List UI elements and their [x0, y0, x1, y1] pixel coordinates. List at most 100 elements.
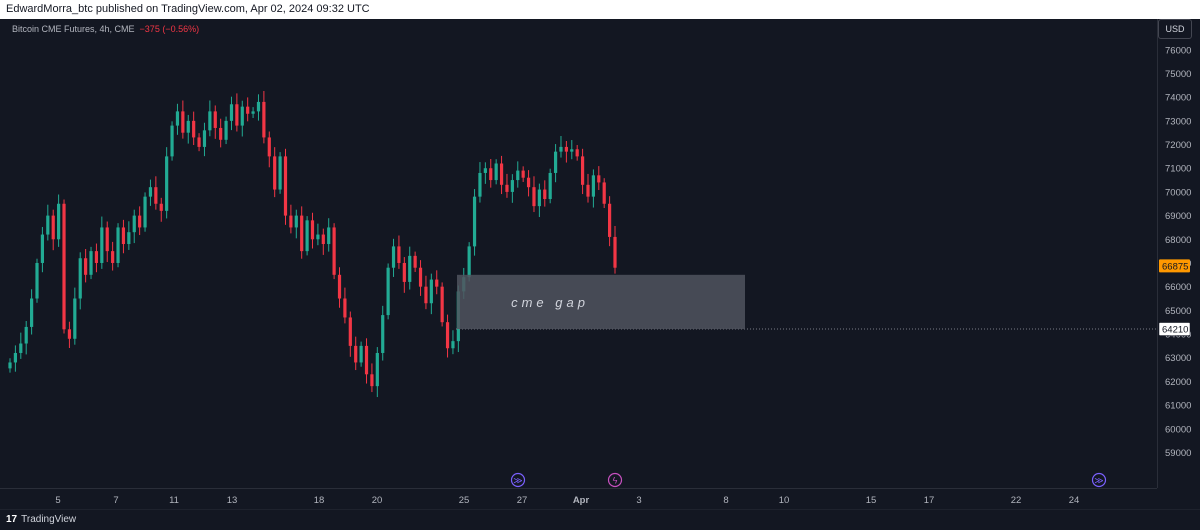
candle-body	[532, 187, 536, 207]
candle	[111, 241, 115, 271]
candle-body	[224, 120, 228, 140]
candle-body	[46, 215, 50, 235]
candle	[370, 363, 374, 393]
candle	[30, 289, 34, 335]
candle-body	[62, 203, 66, 330]
candle	[332, 223, 336, 280]
candle-body	[364, 345, 369, 375]
candle	[521, 166, 525, 182]
event-marker-icon: ϟ	[607, 472, 623, 488]
time-tick-label: 22	[1011, 495, 1022, 506]
footer: 17 TradingView	[0, 509, 1200, 530]
candle-body	[381, 315, 385, 353]
candle	[62, 199, 66, 334]
candle	[13, 345, 18, 372]
time-tick-label: 15	[866, 495, 877, 506]
candle-body	[548, 172, 552, 200]
candle-body	[116, 227, 120, 263]
candle-body	[181, 111, 185, 133]
candle	[24, 321, 28, 355]
candle	[294, 209, 298, 239]
candle	[510, 174, 514, 203]
candle-body	[510, 180, 514, 192]
candle	[121, 219, 126, 254]
candle	[418, 260, 423, 296]
candle-body	[424, 286, 428, 304]
candle-body	[418, 267, 423, 287]
candle	[219, 118, 223, 148]
currency-button[interactable]: USD	[1158, 19, 1192, 39]
candle	[575, 145, 579, 161]
candle	[548, 168, 552, 204]
candle-body	[143, 196, 147, 228]
time-scale[interactable]: 5 7 11 13 18 20 25 27 Apr 3 8 10 15 17 22 24	[0, 488, 1157, 509]
candle-body	[521, 170, 525, 178]
legend-change: −375 (−0.56%)	[139, 24, 200, 34]
candle	[602, 178, 606, 209]
candle-body	[289, 215, 293, 228]
candle-body	[591, 175, 595, 197]
candle	[251, 107, 255, 119]
candle	[375, 347, 379, 398]
time-tick-label: 3	[636, 495, 641, 506]
candle	[489, 158, 493, 188]
price-tick-label: 72000	[1165, 140, 1191, 151]
candle	[159, 197, 163, 222]
candle	[321, 228, 325, 255]
candle	[343, 287, 347, 324]
candle	[402, 257, 406, 293]
candle-body	[580, 156, 585, 185]
event-marker-icon: ≫	[510, 472, 526, 488]
candle-body	[100, 227, 104, 263]
tradingview-logo-icon[interactable]: 17	[6, 514, 18, 525]
candle-body	[94, 251, 99, 263]
price-tick-label: 69000	[1165, 211, 1191, 222]
candle-body	[494, 163, 498, 181]
candle-body	[397, 246, 401, 263]
candle-body	[213, 111, 217, 128]
price-tick-label: 71000	[1165, 164, 1191, 175]
candle	[429, 273, 433, 315]
candle	[100, 216, 104, 269]
candle-body	[483, 168, 487, 173]
candle	[591, 169, 595, 208]
time-axis: 5 7 11 13 18 20 25 27 Apr 3 8 10 15 17 22 24	[55, 495, 1079, 506]
event-marker-glyph: ≫	[513, 476, 522, 486]
candle-body	[445, 322, 450, 349]
candle	[186, 114, 190, 144]
price-tick-label: 65000	[1165, 306, 1191, 317]
candle	[553, 144, 558, 183]
candle-body	[300, 215, 304, 252]
candle-body	[337, 274, 342, 299]
candle-body	[370, 374, 374, 387]
candle-body	[67, 329, 72, 339]
candle	[73, 287, 77, 345]
price-tick-label: 60000	[1165, 424, 1191, 435]
publisher-text: EdwardMorra_btc published on TradingView…	[6, 3, 370, 15]
candle	[537, 183, 541, 218]
candle	[35, 258, 39, 303]
candle	[526, 170, 531, 197]
candle	[267, 131, 271, 168]
chart-area[interactable]: cme gap ≫ ϟ ≫	[0, 19, 1157, 488]
candle	[499, 155, 504, 195]
footer-brand[interactable]: TradingView	[21, 514, 77, 525]
candle-body	[78, 258, 82, 299]
candle	[310, 212, 315, 249]
candle	[273, 147, 277, 198]
candle	[51, 209, 55, 251]
candle-body	[305, 220, 309, 252]
candle	[359, 341, 363, 367]
candle-body	[138, 215, 142, 228]
candle	[165, 147, 169, 219]
candle-body	[386, 267, 390, 316]
candle-body	[354, 345, 358, 363]
candle-body	[186, 120, 190, 133]
candle-body	[575, 149, 579, 157]
price-scale[interactable]: 5900060000610006200063000640006500066000…	[1157, 19, 1200, 488]
candle-body	[40, 234, 45, 263]
candle	[116, 223, 120, 268]
candle-body	[597, 175, 601, 183]
candle-body	[310, 220, 315, 240]
candle	[494, 159, 498, 185]
